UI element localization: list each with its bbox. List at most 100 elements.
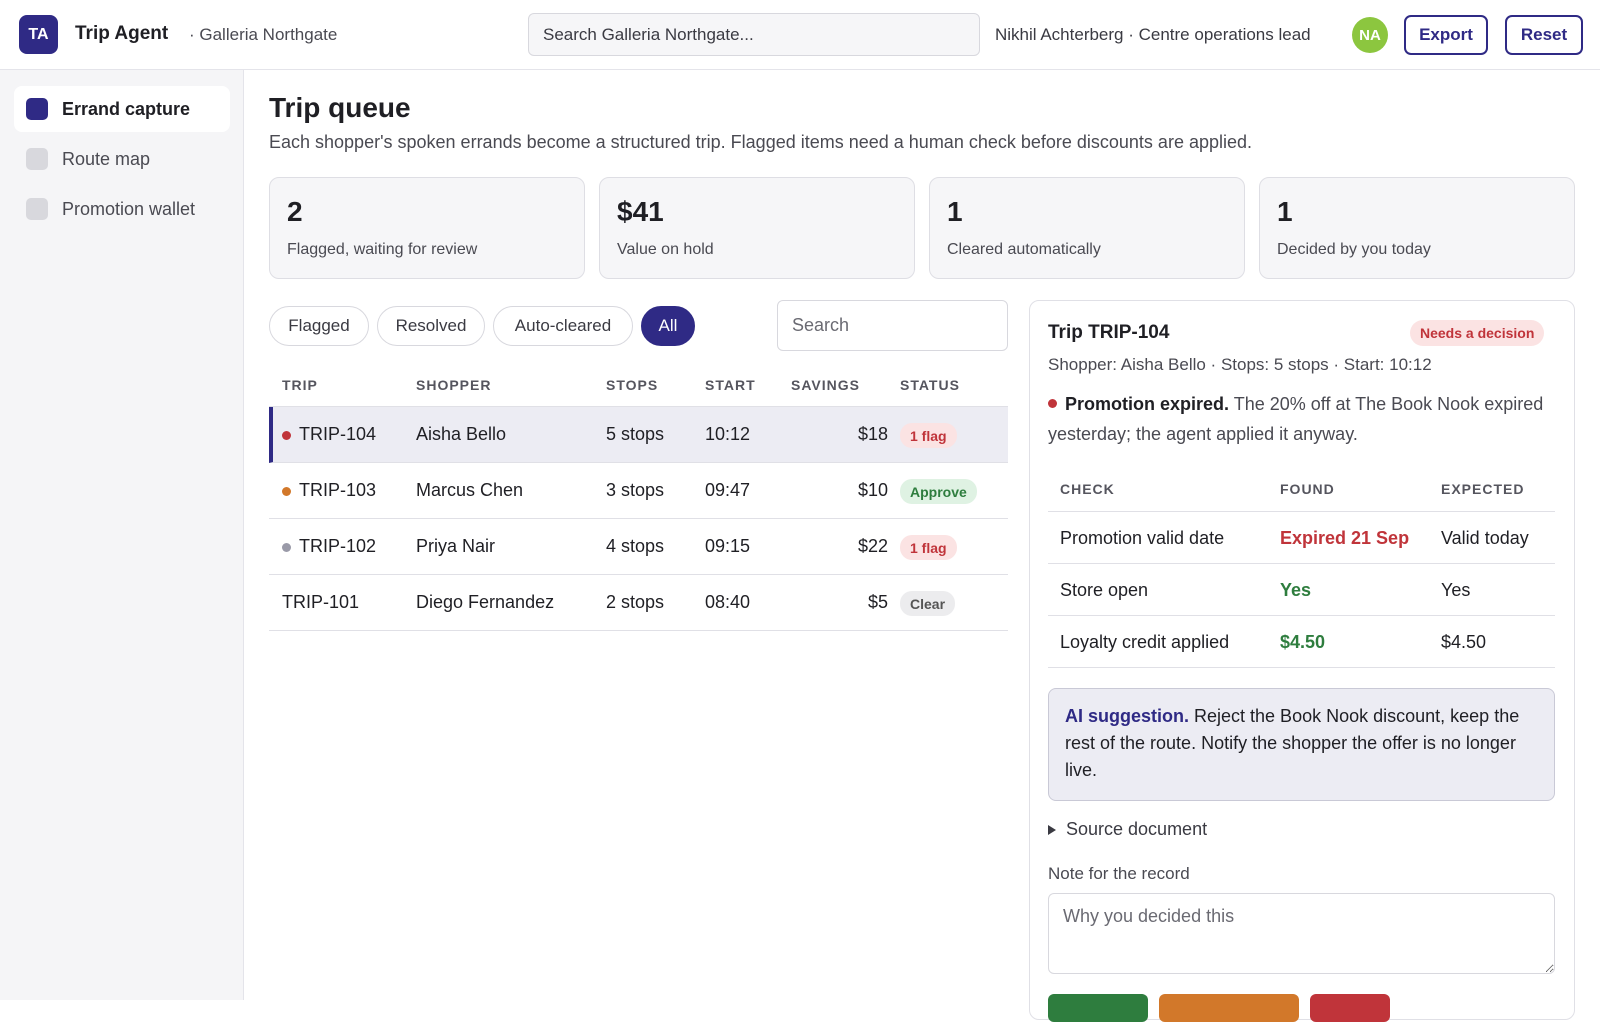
sidebar-item-route-map[interactable]: Route map [14, 136, 230, 182]
found-column-header: FOUND [1280, 481, 1335, 497]
table-row[interactable]: TRIP-103 Marcus Chen 3 stops 09:47 $10 A… [269, 463, 1008, 519]
cell-stops: 4 stops [606, 536, 665, 556]
status-badge: Approve [900, 479, 977, 504]
square-icon [26, 148, 48, 170]
status-dot [282, 487, 291, 496]
stat-label: Value on hold [617, 241, 714, 258]
table-header-divider [269, 406, 1008, 407]
detail-title: Trip TRIP-104 [1048, 322, 1170, 343]
export-button[interactable]: Export [1404, 15, 1488, 55]
cell-start: 09:47 [705, 480, 751, 500]
square-icon [26, 98, 48, 120]
alert-title: Promotion expired. [1065, 394, 1230, 414]
reject-action-button[interactable] [1310, 994, 1390, 1022]
stat-label: Flagged, waiting for review [287, 241, 478, 258]
alert-text: The 20% off at The Book Nook expired yes… [1048, 394, 1544, 444]
check-expected: Yes [1441, 580, 1471, 600]
check-name: Store open [1060, 580, 1149, 600]
cell-shopper: Marcus Chen [416, 480, 524, 500]
stat-label: Cleared automatically [947, 241, 1101, 258]
filter-flagged[interactable]: Flagged [269, 306, 369, 346]
check-row: Loyalty credit applied $4.50 $4.50 [1048, 616, 1555, 668]
cell-trip: TRIP-101 [282, 592, 360, 612]
cell-savings: $10 [857, 480, 888, 500]
cell-start: 09:15 [705, 536, 751, 556]
site-name: · Galleria Northgate [189, 25, 338, 44]
ai-suggestion: AI suggestion. Reject the Book Nook disc… [1048, 688, 1555, 801]
column-header-start[interactable]: START [705, 377, 756, 393]
alert-message: Promotion expired. The 20% off at The Bo… [1048, 389, 1548, 449]
source-document-toggle[interactable]: Source document [1048, 819, 1207, 840]
approve-action-button[interactable] [1048, 994, 1148, 1022]
cell-savings: $5 [867, 592, 888, 612]
stat-card: 1 Decided by you today [1259, 177, 1575, 279]
check-name: Loyalty credit applied [1060, 632, 1230, 652]
column-header-shopper[interactable]: SHOPPER [416, 377, 492, 393]
cell-shopper: Priya Nair [416, 536, 496, 556]
filter-all[interactable]: All [641, 306, 695, 346]
table-row[interactable]: TRIP-101 Diego Fernandez 2 stops 08:40 $… [269, 575, 1008, 631]
cell-savings: $18 [857, 424, 888, 444]
detail-meta: Shopper: Aisha Bello · Stops: 5 stops · … [1048, 355, 1432, 374]
table-search-input[interactable] [777, 300, 1008, 351]
check-header-divider [1048, 511, 1555, 512]
trip-detail-panel: Trip TRIP-104 Needs a decision Shopper: … [1029, 300, 1575, 1022]
cell-stops: 5 stops [606, 424, 665, 444]
filter-resolved[interactable]: Resolved [377, 306, 485, 346]
check-row: Promotion valid date Expired 21 Sep Vali… [1048, 512, 1555, 564]
column-header-trip[interactable]: TRIP [282, 377, 318, 393]
reset-button[interactable]: Reset [1505, 15, 1583, 55]
ai-suggestion-text: Reject the Book Nook discount, keep the … [1065, 706, 1520, 780]
column-header-savings[interactable]: SAVINGS [791, 377, 860, 393]
sidebar-item-label: Promotion wallet [62, 198, 196, 219]
global-search-input[interactable] [528, 13, 980, 56]
cell-trip: TRIP-103 [299, 480, 377, 500]
avatar[interactable]: NA [1352, 17, 1388, 53]
table-row[interactable]: TRIP-102 Priya Nair 4 stops 09:15 $22 1 … [269, 519, 1008, 575]
page-subtitle: Each shopper's spoken errands become a s… [269, 132, 1253, 152]
source-document-label: Source document [1066, 819, 1208, 839]
check-column-header: CHECK [1060, 481, 1115, 497]
column-header-status[interactable]: STATUS [900, 377, 960, 393]
cell-trip: TRIP-104 [299, 424, 377, 444]
check-row: Store open Yes Yes [1048, 564, 1555, 616]
table-row[interactable]: TRIP-104 Aisha Bello 5 stops 10:12 $18 1… [269, 407, 1008, 463]
status-badge: 1 flag [900, 535, 957, 560]
stat-card: 1 Cleared automatically [929, 177, 1245, 279]
triangle-right-icon [1048, 824, 1056, 835]
cell-stops: 2 stops [606, 592, 665, 612]
column-header-stops[interactable]: STOPS [606, 377, 659, 393]
filter-auto-cleared[interactable]: Auto-cleared [493, 306, 633, 346]
check-found: Expired 21 Sep [1280, 528, 1410, 548]
cell-shopper: Aisha Bello [416, 424, 507, 444]
stat-card: 2 Flagged, waiting for review [269, 177, 585, 279]
decision-badge: Needs a decision [1410, 320, 1545, 346]
cell-start: 08:40 [705, 592, 751, 612]
stat-label: Decided by you today [1277, 241, 1431, 258]
sidebar-item-label: Route map [62, 148, 151, 169]
check-expected: Valid today [1441, 528, 1529, 548]
stat-card: $41 Value on hold [599, 177, 915, 279]
status-badge: 1 flag [900, 423, 957, 448]
app-logo: TA [19, 15, 58, 54]
status-badge: Clear [900, 591, 956, 616]
check-found: Yes [1280, 580, 1312, 600]
expected-column-header: EXPECTED [1441, 481, 1525, 497]
stat-value: 1 [1277, 196, 1293, 227]
user-info: Nikhil Achterberg · Centre operations le… [995, 25, 1311, 44]
page-title: Trip queue [269, 92, 411, 123]
stat-value: 1 [947, 196, 963, 227]
note-textarea[interactable] [1048, 893, 1555, 974]
sidebar-item-promotion-wallet[interactable]: Promotion wallet [14, 186, 230, 232]
sidebar: Errand capture Route map Promotion walle… [0, 70, 244, 1000]
status-dot [282, 543, 291, 552]
status-dot [282, 431, 291, 440]
sidebar-item-errand-capture[interactable]: Errand capture [14, 86, 230, 132]
note-label: Note for the record [1048, 864, 1190, 883]
top-bar: TA Trip Agent · Galleria Northgate Nikhi… [0, 0, 1600, 70]
app-title: Trip Agent [75, 23, 169, 44]
sidebar-item-label: Errand capture [62, 98, 191, 119]
cell-savings: $22 [857, 536, 888, 556]
ai-suggestion-label: AI suggestion. [1065, 706, 1190, 726]
edit-action-button[interactable] [1159, 994, 1299, 1022]
